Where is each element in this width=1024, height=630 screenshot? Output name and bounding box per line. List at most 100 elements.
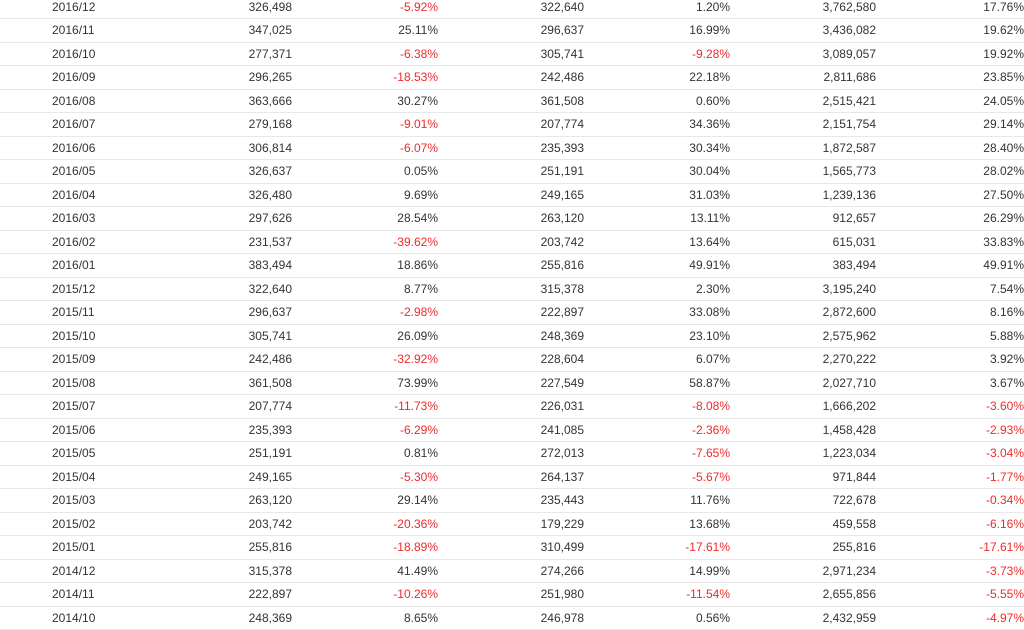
table-row: 2015/05 251,191 0.81% 272,013 -7.65% 1,223,03…	[0, 441, 1024, 466]
cumulative-value-cell: 2,655,856	[730, 582, 876, 607]
prior-year-value-cell: 248,369	[438, 324, 584, 348]
yoy-change-cell: -17.61%	[584, 535, 730, 560]
value-cell: 326,480	[104, 183, 292, 207]
value-cell: 249,165	[104, 465, 292, 489]
period-cell: 2014/11	[0, 582, 104, 607]
mom-change-cell: 29.14%	[292, 488, 438, 513]
mom-change-cell: -2.98%	[292, 300, 438, 325]
table-row: 2015/09 242,486 -32.92% 228,604 6.07% 2,270,2…	[0, 347, 1024, 372]
cumulative-yoy-change-cell: -4.97%	[876, 606, 1024, 630]
mom-change-cell: 18.86%	[292, 253, 438, 278]
yoy-change-cell: -7.65%	[584, 441, 730, 466]
yoy-change-cell: -8.08%	[584, 394, 730, 419]
table-row: 2015/04 249,165 -5.30% 264,137 -5.67% 971,844…	[0, 465, 1024, 489]
period-cell: 2016/10	[0, 42, 104, 66]
value-cell: 383,494	[104, 253, 292, 278]
table-row: 2015/07 207,774 -11.73% 226,031 -8.08% 1,666,…	[0, 394, 1024, 419]
prior-year-value-cell: 179,229	[438, 512, 584, 536]
prior-year-value-cell: 207,774	[438, 112, 584, 137]
value-cell: 251,191	[104, 441, 292, 466]
period-cell: 2015/05	[0, 441, 104, 466]
table-row: 2015/01 255,816 -18.89% 310,499 -17.61% 255,8…	[0, 535, 1024, 560]
mom-change-cell: -6.29%	[292, 418, 438, 442]
prior-year-value-cell: 222,897	[438, 300, 584, 325]
prior-year-value-cell: 264,137	[438, 465, 584, 489]
cumulative-yoy-change-cell: 23.85%	[876, 65, 1024, 90]
cumulative-value-cell: 2,515,421	[730, 89, 876, 113]
prior-year-value-cell: 361,508	[438, 89, 584, 113]
yoy-change-cell: 31.03%	[584, 183, 730, 207]
cumulative-value-cell: 722,678	[730, 488, 876, 513]
value-cell: 297,626	[104, 206, 292, 231]
cumulative-value-cell: 2,811,686	[730, 65, 876, 90]
yoy-change-cell: 16.99%	[584, 18, 730, 43]
cumulative-value-cell: 459,558	[730, 512, 876, 536]
prior-year-value-cell: 272,013	[438, 441, 584, 466]
period-cell: 2016/01	[0, 253, 104, 278]
value-cell: 203,742	[104, 512, 292, 536]
yoy-change-cell: 0.56%	[584, 606, 730, 630]
table-row: 2016/04 326,480 9.69% 249,165 31.03% 1,239,13…	[0, 183, 1024, 207]
cumulative-value-cell: 971,844	[730, 465, 876, 489]
mom-change-cell: -18.53%	[292, 65, 438, 90]
prior-year-value-cell: 235,443	[438, 488, 584, 513]
value-cell: 326,637	[104, 159, 292, 184]
prior-year-value-cell: 227,549	[438, 371, 584, 395]
period-cell: 2015/02	[0, 512, 104, 536]
value-cell: 248,369	[104, 606, 292, 630]
cumulative-yoy-change-cell: -0.34%	[876, 488, 1024, 513]
yoy-change-cell: 1.20%	[584, 0, 730, 19]
value-cell: 296,265	[104, 65, 292, 90]
period-cell: 2016/09	[0, 65, 104, 90]
value-cell: 315,378	[104, 559, 292, 583]
table-row: 2016/12 326,498 -5.92% 322,640 1.20% 3,762,58…	[0, 0, 1024, 19]
mom-change-cell: 28.54%	[292, 206, 438, 231]
table-row: 2015/12 322,640 8.77% 315,378 2.30% 3,195,240…	[0, 277, 1024, 301]
value-cell: 231,537	[104, 230, 292, 254]
value-cell: 279,168	[104, 112, 292, 137]
period-cell: 2016/12	[0, 0, 104, 19]
cumulative-value-cell: 615,031	[730, 230, 876, 254]
period-cell: 2014/10	[0, 606, 104, 630]
yoy-change-cell: 34.36%	[584, 112, 730, 137]
cumulative-yoy-change-cell: -1.77%	[876, 465, 1024, 489]
period-cell: 2016/04	[0, 183, 104, 207]
table-row: 2015/08 361,508 73.99% 227,549 58.87% 2,027,7…	[0, 371, 1024, 395]
mom-change-cell: -20.36%	[292, 512, 438, 536]
prior-year-value-cell: 226,031	[438, 394, 584, 419]
cumulative-value-cell: 2,432,959	[730, 606, 876, 630]
value-cell: 305,741	[104, 324, 292, 348]
cumulative-yoy-change-cell: -6.16%	[876, 512, 1024, 536]
mom-change-cell: -18.89%	[292, 535, 438, 560]
period-cell: 2015/11	[0, 300, 104, 325]
prior-year-value-cell: 322,640	[438, 0, 584, 19]
table-row: 2016/03 297,626 28.54% 263,120 13.11% 912,657…	[0, 206, 1024, 231]
value-cell: 242,486	[104, 347, 292, 372]
mom-change-cell: 9.69%	[292, 183, 438, 207]
cumulative-value-cell: 912,657	[730, 206, 876, 231]
cumulative-yoy-change-cell: 8.16%	[876, 300, 1024, 325]
value-cell: 361,508	[104, 371, 292, 395]
prior-year-value-cell: 305,741	[438, 42, 584, 66]
value-cell: 306,814	[104, 136, 292, 160]
table-row: 2016/11 347,025 25.11% 296,637 16.99% 3,436,0…	[0, 18, 1024, 43]
period-cell: 2015/03	[0, 488, 104, 513]
value-cell: 322,640	[104, 277, 292, 301]
period-cell: 2016/03	[0, 206, 104, 231]
table-row: 2014/12 315,378 41.49% 274,266 14.99% 2,971,2…	[0, 559, 1024, 583]
period-cell: 2016/07	[0, 112, 104, 137]
table-row: 2016/07 279,168 -9.01% 207,774 34.36% 2,151,7…	[0, 112, 1024, 137]
yoy-change-cell: 30.34%	[584, 136, 730, 160]
yoy-change-cell: 58.87%	[584, 371, 730, 395]
mom-change-cell: -11.73%	[292, 394, 438, 419]
mom-change-cell: 30.27%	[292, 89, 438, 113]
cumulative-value-cell: 3,762,580	[730, 0, 876, 19]
cumulative-value-cell: 1,872,587	[730, 136, 876, 160]
table-row: 2014/11 222,897 -10.26% 251,980 -11.54% 2,655…	[0, 582, 1024, 607]
value-cell: 255,816	[104, 535, 292, 560]
prior-year-value-cell: 228,604	[438, 347, 584, 372]
value-cell: 263,120	[104, 488, 292, 513]
cumulative-yoy-change-cell: 28.40%	[876, 136, 1024, 160]
period-cell: 2016/02	[0, 230, 104, 254]
